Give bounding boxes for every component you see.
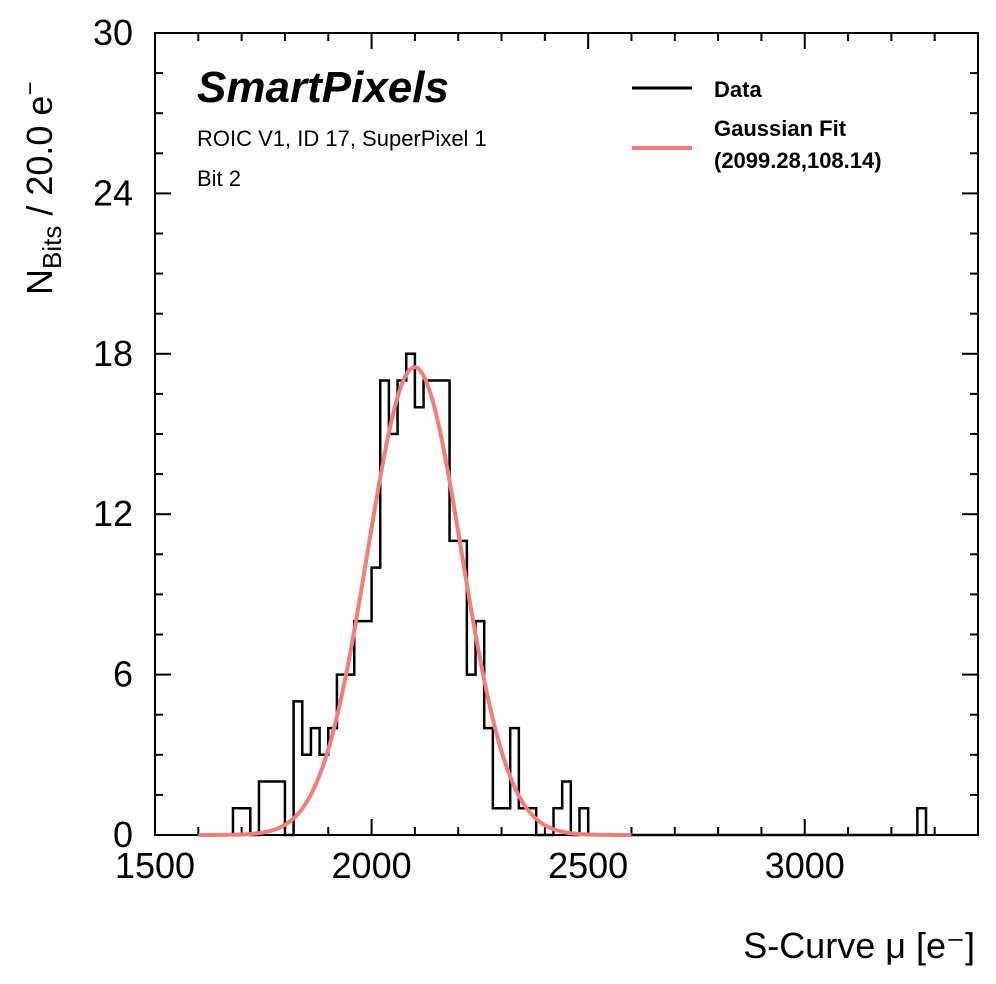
y-tick-label: 18 <box>93 333 133 374</box>
histogram-bin <box>268 782 277 835</box>
histogram-bin <box>432 381 441 835</box>
histogram-bin <box>354 621 363 835</box>
histogram-bin <box>502 808 511 835</box>
histogram-bin <box>484 728 493 835</box>
histogram-bin <box>233 808 242 835</box>
tick-labels: 1500 2000 2500 3000 0 6 12 18 24 30 <box>93 12 845 886</box>
x-tick-label: 2000 <box>332 845 412 886</box>
histogram-bin <box>562 782 571 835</box>
y-tick-label: 30 <box>93 12 133 53</box>
y-tick-label: 0 <box>113 814 133 855</box>
histogram-bin <box>424 381 433 835</box>
histogram-bin <box>406 354 415 835</box>
legend-data-label: Data <box>714 77 762 102</box>
y-axis-title-sup: − <box>17 82 44 96</box>
y-axis-title-main: N <box>19 269 60 295</box>
y-axis-title-sub: Bits <box>37 226 67 269</box>
y-axis-title-suffix: / 20.0 e <box>19 96 60 226</box>
histogram-bin <box>398 381 407 835</box>
axis-ticks <box>154 32 979 836</box>
gaussian-fit-curve <box>198 365 632 837</box>
histogram-bin <box>259 782 268 835</box>
histogram-bin <box>493 808 502 835</box>
brand-title: SmartPixels <box>197 63 449 112</box>
histogram-bin <box>917 808 926 835</box>
histogram-bin <box>242 808 251 835</box>
legend-fit-params: (2099.28,108.14) <box>714 148 882 173</box>
y-tick-label: 6 <box>113 654 133 695</box>
histogram-bin <box>363 621 372 835</box>
x-axis-title: S-Curve μ [e⁻] <box>743 925 975 966</box>
x-tick-label: 1500 <box>115 845 195 886</box>
y-tick-label: 24 <box>93 172 133 213</box>
histogram-bin <box>389 434 398 835</box>
x-tick-label: 2500 <box>548 845 628 886</box>
histogram-bin <box>519 808 528 835</box>
info-line-1: ROIC V1, ID 17, SuperPixel 1 <box>197 126 487 151</box>
y-axis-title: NBits / 20.0 e− <box>17 82 67 295</box>
histogram-bin <box>415 407 424 835</box>
histogram-bin <box>579 808 588 835</box>
data-histogram-outline <box>231 352 928 837</box>
svg-text:NBits / 20.0 e−: NBits / 20.0 e− <box>17 82 67 295</box>
info-line-2: Bit 2 <box>197 166 241 191</box>
histogram-bin <box>372 568 381 835</box>
legend-fit-label: Gaussian Fit <box>714 116 847 141</box>
histogram-bins <box>233 354 926 835</box>
histogram-bin <box>450 541 459 835</box>
x-tick-label: 3000 <box>765 845 845 886</box>
histogram-bin <box>467 675 476 835</box>
y-tick-label: 12 <box>93 493 133 534</box>
histogram-bin <box>346 675 355 835</box>
